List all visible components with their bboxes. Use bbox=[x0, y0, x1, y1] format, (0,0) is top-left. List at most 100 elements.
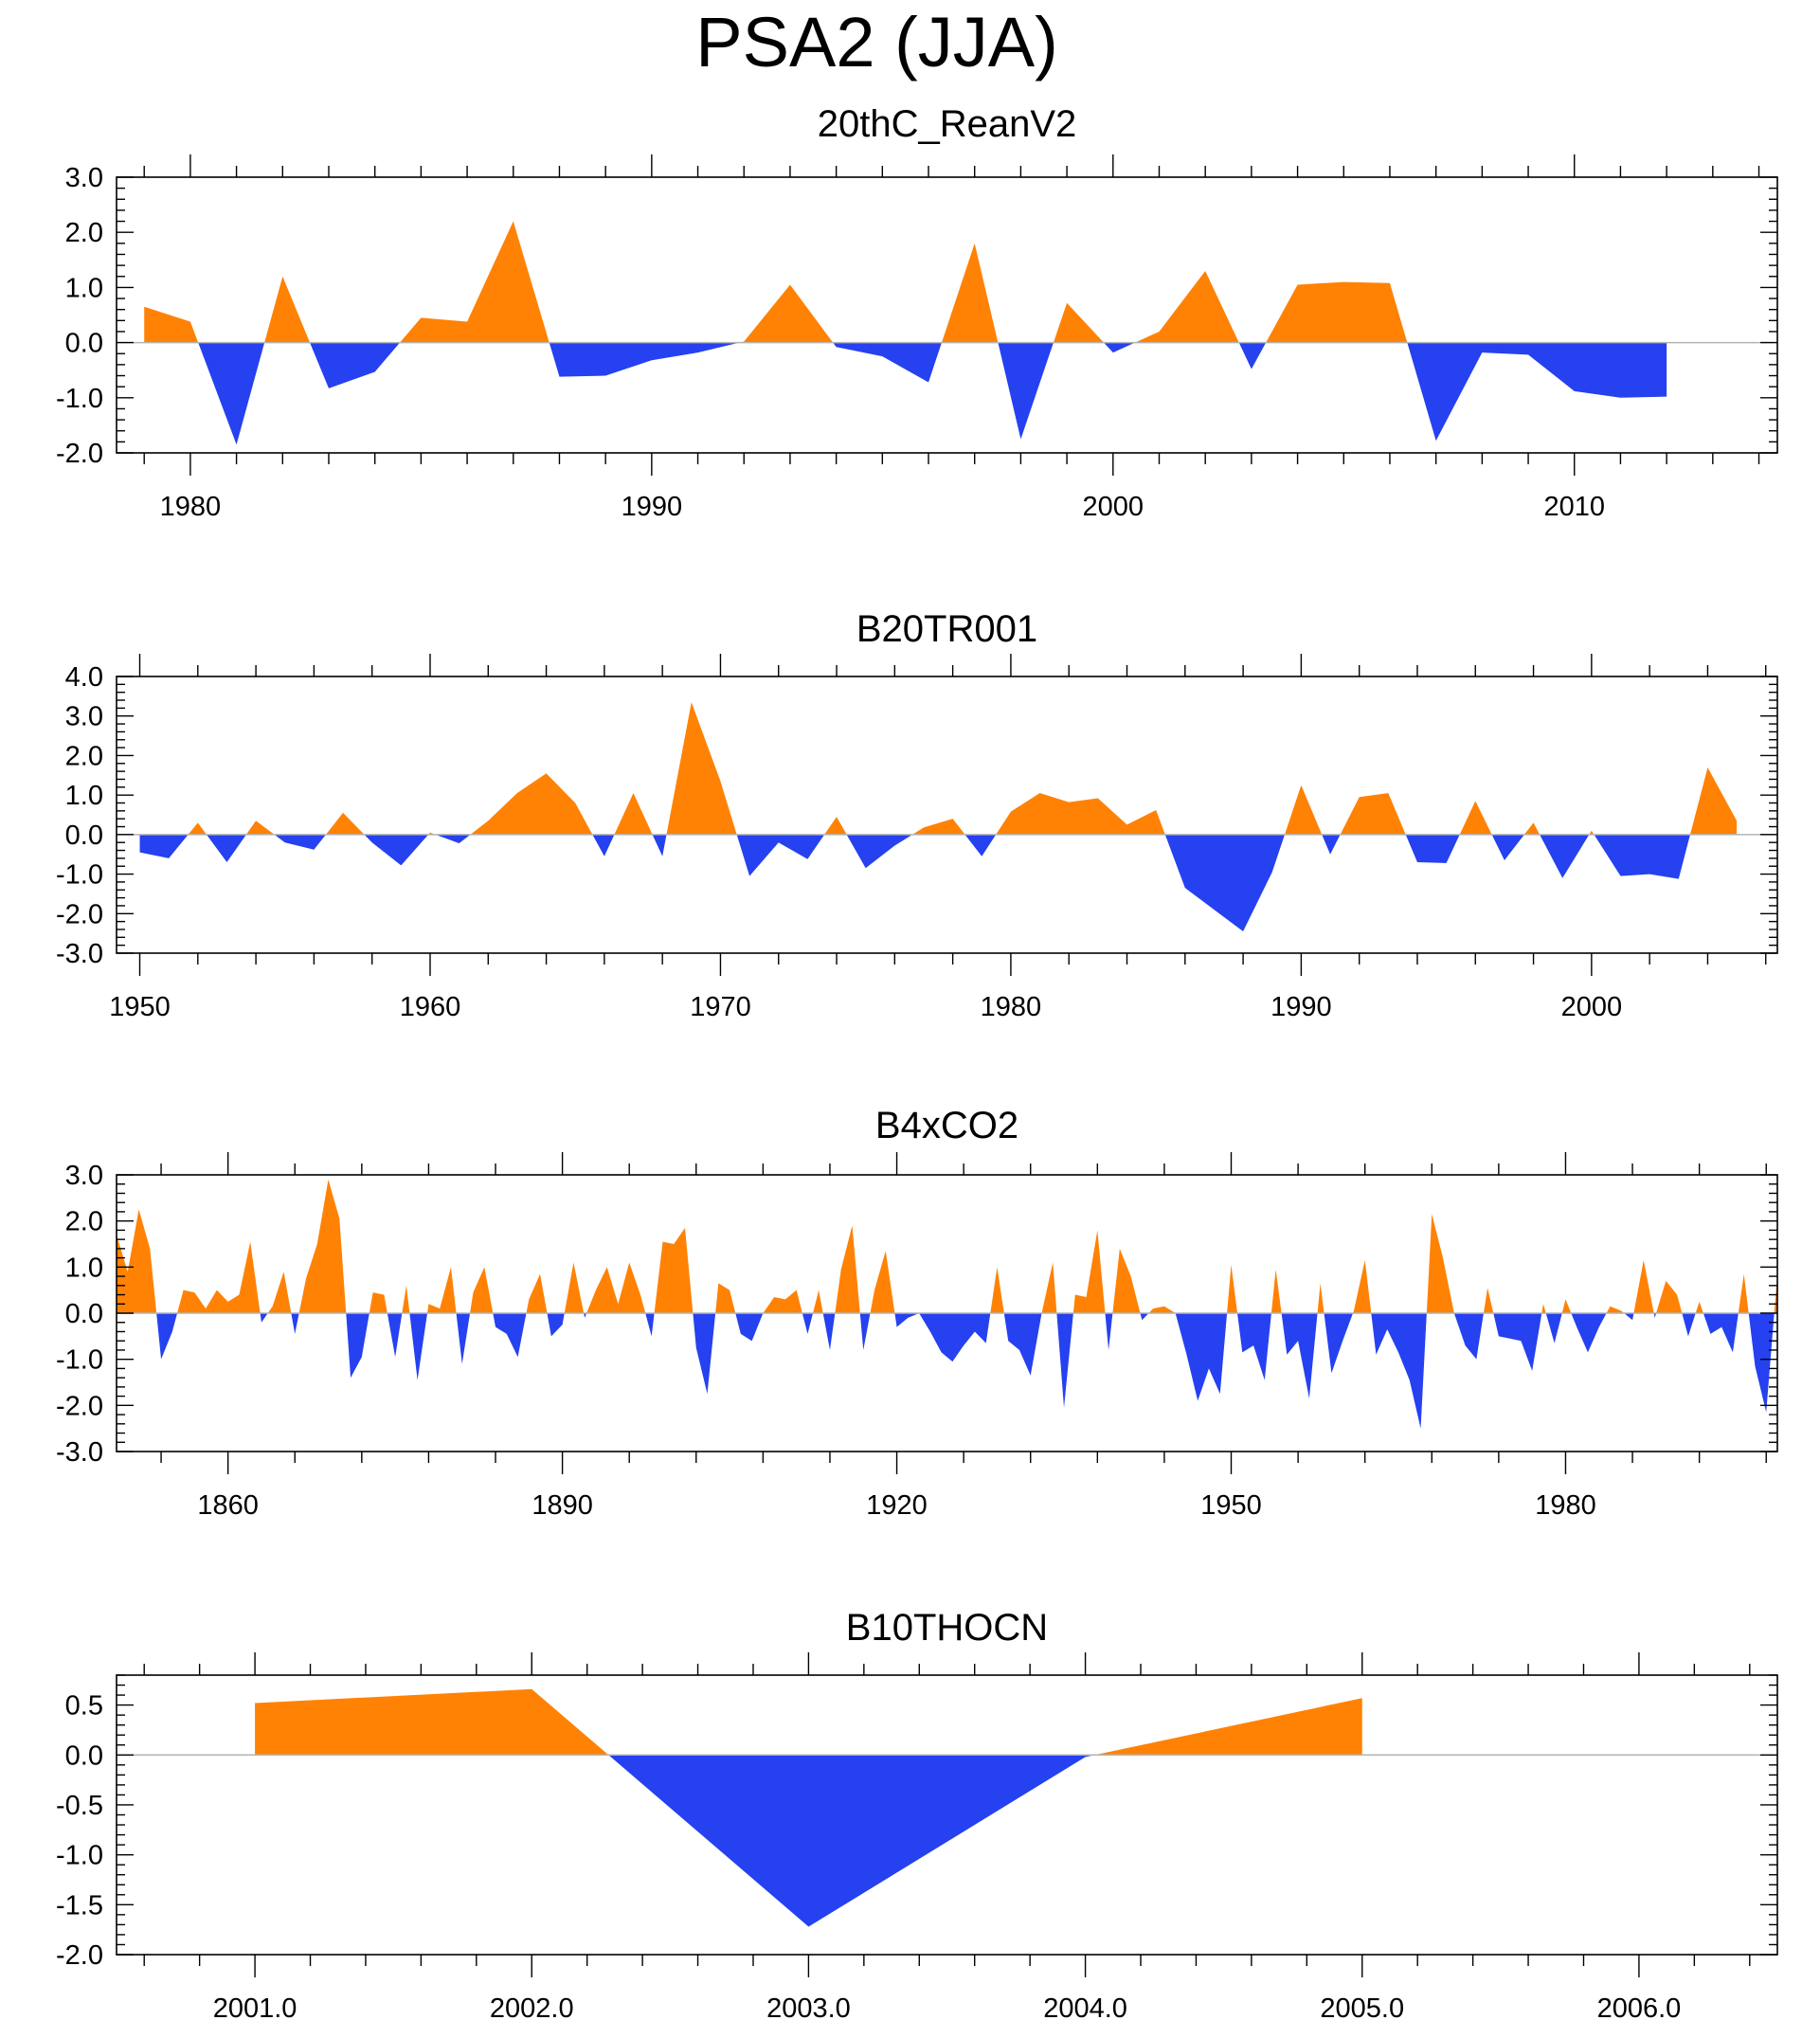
negative-area bbox=[736, 834, 825, 876]
x-tick-label: 2005.0 bbox=[1320, 1993, 1404, 2024]
negative-area bbox=[291, 1313, 299, 1334]
positive-area bbox=[264, 276, 311, 343]
y-tick-label: -3.0 bbox=[56, 939, 103, 969]
negative-area bbox=[1407, 342, 1667, 442]
y-tick-label: -1.5 bbox=[56, 1890, 103, 1921]
negative-area bbox=[260, 1313, 268, 1323]
positive-area bbox=[666, 702, 737, 835]
x-tick-label: 1980 bbox=[160, 492, 222, 522]
positive-area bbox=[1270, 1269, 1282, 1313]
positive-area bbox=[996, 793, 1165, 835]
negative-area bbox=[1493, 1313, 1542, 1371]
positive-area bbox=[1483, 1288, 1494, 1313]
negative-area bbox=[435, 834, 471, 844]
y-tick-label: -2.0 bbox=[56, 439, 103, 469]
negative-area bbox=[592, 834, 615, 857]
negative-area bbox=[846, 834, 912, 869]
negative-area bbox=[1140, 1313, 1149, 1321]
negative-area bbox=[549, 342, 740, 377]
x-tick-label: 2004.0 bbox=[1043, 1993, 1127, 2024]
x-tick-label: 1960 bbox=[400, 992, 461, 1022]
panel-20thc-reanv2: 20thC_ReanV2 -2.0 -1.0 0.0 1.0 2.0 3.0 1980 199… bbox=[56, 103, 1778, 522]
positive-area bbox=[1284, 785, 1323, 835]
tick-marks bbox=[117, 154, 1777, 476]
x-tick-label: 1970 bbox=[690, 992, 751, 1022]
positive-area bbox=[1459, 801, 1492, 835]
positive-area bbox=[188, 822, 207, 835]
positive-area bbox=[1606, 1306, 1625, 1313]
y-tick-label: -2.0 bbox=[56, 1940, 103, 1971]
positive-area bbox=[402, 1285, 410, 1313]
positive-area bbox=[1695, 1301, 1703, 1313]
x-tick-label: 2010 bbox=[1543, 492, 1605, 522]
panel-title: 20thC_ReanV2 bbox=[818, 103, 1077, 145]
positive-area bbox=[245, 821, 275, 835]
data-fills bbox=[117, 1179, 1777, 1429]
x-tick-label: 2006.0 bbox=[1597, 1993, 1682, 2024]
negative-area bbox=[1571, 1313, 1607, 1353]
tick-marks bbox=[117, 1652, 1777, 1977]
positive-area bbox=[177, 1241, 261, 1313]
y-tick-label: -2.0 bbox=[56, 1391, 103, 1421]
positive-area bbox=[654, 1227, 694, 1313]
x-tick-label: 1950 bbox=[1200, 1490, 1262, 1521]
negative-area bbox=[1653, 1313, 1657, 1318]
positive-area bbox=[1340, 793, 1406, 835]
negative-area bbox=[645, 1313, 655, 1337]
x-tick-label: 2001.0 bbox=[213, 1993, 297, 2024]
negative-area bbox=[346, 1313, 369, 1379]
negative-area bbox=[1237, 1313, 1271, 1380]
positive-area bbox=[298, 1179, 347, 1313]
x-tick-label: 1980 bbox=[981, 992, 1042, 1022]
positive-area bbox=[1738, 1273, 1749, 1313]
positive-area bbox=[526, 1273, 548, 1313]
positive-area bbox=[739, 284, 834, 343]
y-tick-label: 1.0 bbox=[65, 273, 103, 303]
positive-area bbox=[1266, 281, 1408, 343]
negative-area bbox=[735, 1313, 764, 1342]
panel-b10thocn: B10THOCN -2.0 -1.5 -1.0 -0.5 0.0 0.5 2001.0 200… bbox=[56, 1607, 1778, 2024]
y-tick-label: 0.0 bbox=[65, 821, 103, 851]
positive-area bbox=[941, 243, 999, 343]
negative-area bbox=[1056, 1313, 1073, 1408]
negative-area bbox=[1594, 834, 1690, 879]
positive-area bbox=[1523, 822, 1541, 835]
main-title: PSA2 (JJA) bbox=[695, 3, 1058, 81]
negative-area bbox=[1164, 834, 1285, 932]
positive-area bbox=[1094, 1698, 1362, 1756]
negative-area bbox=[1748, 1313, 1775, 1413]
positive-area bbox=[870, 1251, 895, 1313]
negative-area bbox=[964, 834, 997, 857]
y-tick-label: 1.0 bbox=[65, 1253, 103, 1283]
data-fills bbox=[139, 702, 1738, 932]
negative-area bbox=[1324, 1313, 1354, 1374]
y-tick-label: 4.0 bbox=[65, 662, 103, 693]
negative-area bbox=[802, 1313, 814, 1334]
data-fills bbox=[144, 221, 1667, 445]
negative-area bbox=[207, 834, 246, 863]
negative-area bbox=[859, 1313, 871, 1350]
y-tick-label: -0.5 bbox=[56, 1791, 103, 1821]
y-tick-label: -1.0 bbox=[56, 1345, 103, 1376]
negative-area bbox=[1405, 834, 1460, 863]
negative-area bbox=[1105, 1313, 1113, 1350]
positive-area bbox=[614, 793, 653, 835]
negative-area bbox=[998, 342, 1054, 440]
positive-area bbox=[1053, 302, 1105, 343]
x-tick-label: 1920 bbox=[866, 1490, 928, 1521]
positive-area bbox=[1689, 767, 1738, 835]
positive-area bbox=[813, 1290, 823, 1313]
positive-area bbox=[835, 1225, 860, 1313]
positive-area bbox=[763, 1290, 802, 1313]
x-tick-label: 1890 bbox=[532, 1490, 593, 1521]
x-tick-label: 2002.0 bbox=[490, 1993, 574, 2024]
negative-area bbox=[409, 1313, 427, 1380]
y-tick-label: -1.0 bbox=[56, 1841, 103, 1871]
x-tick-label: 1990 bbox=[1270, 992, 1332, 1022]
negative-area bbox=[1281, 1313, 1318, 1399]
negative-area bbox=[693, 1313, 716, 1395]
negative-area bbox=[310, 342, 401, 388]
positive-area bbox=[911, 819, 965, 835]
negative-area bbox=[387, 1313, 403, 1358]
